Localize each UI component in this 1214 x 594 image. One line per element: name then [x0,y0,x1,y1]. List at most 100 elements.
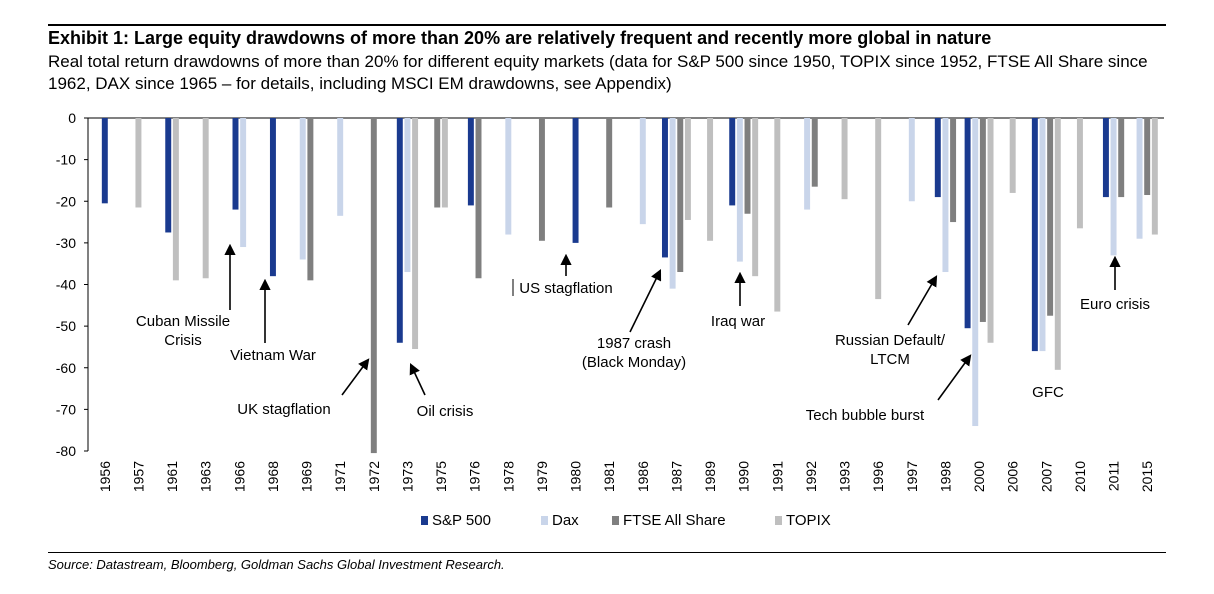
legend-label-dax: Dax [552,512,579,529]
bar-dax-1992 [804,118,811,210]
bar-dax-2015 [1136,118,1143,239]
x-tick-label-1957: 1957 [130,461,146,492]
bar-topix-1989 [707,118,714,241]
x-tick-labels: 1956 1957 1961 1963 1966 1968 1969 1971 1972 1973… [97,461,1155,492]
annotation-arrow-1987-crash [629,268,662,333]
x-tick-label-1997: 1997 [904,461,920,492]
x-tick-label-2010: 2010 [1072,461,1088,492]
bar-s-p-500-1987 [661,118,668,258]
legend-label-ftse-all-share: FTSE All Share [623,512,726,529]
y-tick-label: -20 [56,193,76,209]
bar-topix-1996 [875,118,882,300]
chart-bars [101,118,1158,454]
bar-topix-1973 [412,118,419,350]
bar-ftse-all-share-1992 [811,118,818,187]
bar-ftse-all-share-1990 [744,118,751,214]
y-tick-label: -80 [56,443,76,459]
bar-ftse-all-share-1972 [370,118,377,454]
x-tick-label-1980: 1980 [568,461,584,492]
x-tick-label-1986: 1986 [635,461,651,492]
x-tick-label-1991: 1991 [769,461,785,492]
bar-s-p-500-2000 [964,118,971,329]
bar-dax-1966 [240,118,247,248]
bar-dax-1986 [639,118,646,225]
bar-s-p-500-1976 [467,118,474,206]
annotation-us-stagflation: US stagflation [519,280,612,297]
bar-ftse-all-share-2007 [1047,118,1054,316]
x-tick-label-1979: 1979 [534,461,550,492]
annotation-vietnam-war: Vietnam War [230,347,316,364]
bar-dax-1998 [942,118,949,273]
x-tick-label-1973: 1973 [399,461,415,492]
y-tick-label: -70 [56,401,76,417]
y-tick-labels: 0 -10 -20 -30 -40 -50 -60 -70 -80 [56,110,76,459]
bar-topix-2010 [1076,118,1083,229]
x-tick-label-1961: 1961 [164,461,180,492]
bar-topix-2015 [1151,118,1158,235]
legend-swatch-dax [541,516,548,525]
annotation-1987-crash: 1987 crash [597,335,671,352]
x-tick-label-1990: 1990 [736,461,752,492]
annotation-gfc: GFC [1032,384,1064,401]
bar-dax-1997 [908,118,915,202]
annotation-oil-crisis: Oil crisis [417,403,474,420]
annotation-tech-bubble-burst: Tech bubble burst [806,407,925,424]
annotation-1987-crash-line2: (Black Monday) [582,354,686,371]
bar-dax-1971 [337,118,344,216]
bar-s-p-500-1973 [396,118,403,343]
annotation-euro-crisis: Euro crisis [1080,296,1150,313]
bar-topix-1957 [135,118,142,208]
bar-s-p-500-2011 [1102,118,1109,198]
legend-swatch-s-p-500 [421,516,428,525]
legend-label-topix: TOPIX [786,512,831,529]
bar-s-p-500-1956 [101,118,108,204]
x-tick-label-1971: 1971 [332,461,348,492]
legend-swatch-topix [775,516,782,525]
bar-s-p-500-1998 [934,118,941,198]
y-tick-label: -60 [56,360,76,376]
x-tick-label-1981: 1981 [601,461,617,492]
annotation-cuban-missile: Cuban Missile [136,313,230,330]
bar-s-p-500-1980 [572,118,579,243]
annotation-uk-stagflation: UK stagflation [237,401,330,418]
x-tick-label-1996: 1996 [870,461,886,492]
bar-dax-2007 [1039,118,1046,352]
bar-dax-2011 [1110,118,1117,256]
source-rule [48,552,1166,553]
legend-label-s-p-500: S&P 500 [432,512,491,529]
x-tick-label-2000: 2000 [971,461,987,492]
bar-ftse-all-share-1981 [606,118,613,208]
chart-title: Exhibit 1: Large equity drawdowns of mor… [48,28,992,48]
x-tick-label-1987: 1987 [668,461,684,492]
x-tick-label-1966: 1966 [231,461,247,492]
annotation-arrow-uk-stagflation [341,358,370,396]
y-tick-label: -30 [56,235,76,251]
x-tick-label-1972: 1972 [366,461,382,492]
bar-s-p-500-1968 [269,118,276,277]
bar-ftse-all-share-1979 [538,118,545,241]
bar-ftse-all-share-2000 [979,118,986,322]
bar-topix-1991 [774,118,781,312]
x-tick-label-2006: 2006 [1005,461,1021,492]
bar-ftse-all-share-1976 [475,118,482,279]
x-tick-label-1963: 1963 [198,461,214,492]
bar-ftse-all-share-1975 [434,118,441,208]
annotation-arrow-tech-bubble-burst [937,354,972,401]
bar-dax-1990 [736,118,743,262]
bar-s-p-500-2007 [1031,118,1038,352]
bar-s-p-500-1966 [232,118,239,210]
annotation-russian-default: Russian Default/ [835,332,946,349]
annotation-arrow-oil-crisis [409,362,426,396]
x-tick-label-1992: 1992 [803,461,819,492]
y-tick-label: -40 [56,277,76,293]
annotation-iraq-war: Iraq war [711,313,765,330]
x-tick-label-1978: 1978 [500,461,516,492]
y-tick-label: 0 [68,110,76,126]
x-tick-label-2015: 2015 [1139,461,1155,492]
x-tick-label-1989: 1989 [702,461,718,492]
y-tick-label: -50 [56,318,76,334]
bar-topix-2007 [1054,118,1061,370]
bar-dax-1978 [505,118,512,235]
x-tick-label-1993: 1993 [837,461,853,492]
